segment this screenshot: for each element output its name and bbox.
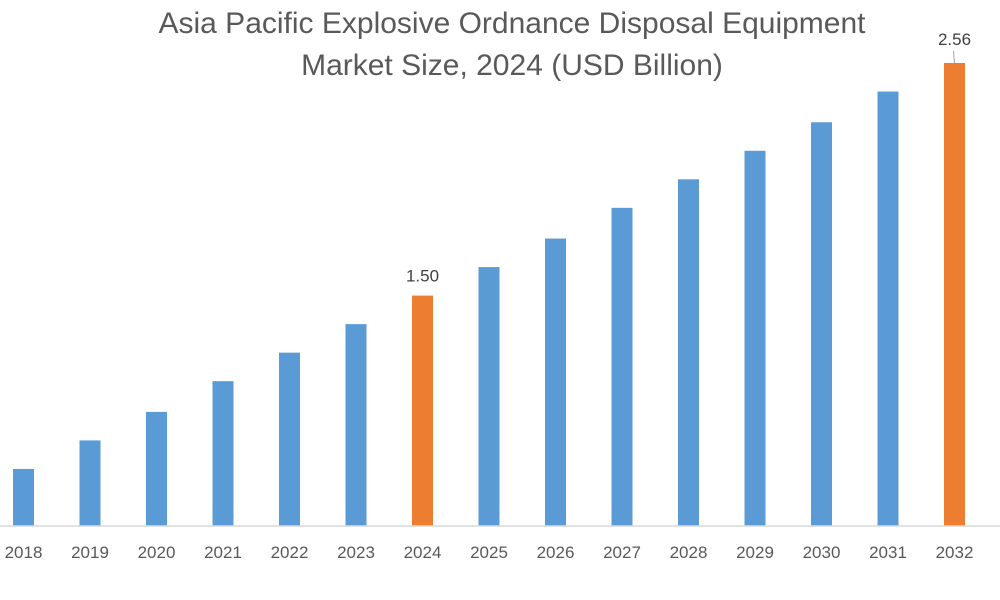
chart-title-line-2: Market Size, 2024 (USD Billion) — [301, 49, 723, 82]
x-tick-label-2025: 2025 — [470, 543, 508, 562]
bar-2032 — [944, 63, 965, 526]
x-tick-label-2019: 2019 — [71, 543, 109, 562]
data-label-2024: 1.50 — [406, 267, 439, 286]
bar-2024 — [412, 295, 433, 526]
bar-2025 — [478, 267, 500, 526]
x-tick-label-2028: 2028 — [670, 543, 708, 562]
bar-2023 — [345, 324, 367, 526]
bar-2022 — [279, 352, 300, 526]
x-tick-label-2032: 2032 — [936, 543, 974, 562]
bar-2029 — [744, 150, 766, 526]
x-tick-label-2027: 2027 — [603, 543, 641, 562]
bar-2018 — [13, 468, 34, 526]
bar-2026 — [545, 238, 566, 526]
bar-2020 — [146, 411, 167, 526]
x-tick-label-2024: 2024 — [404, 543, 442, 562]
bar-2028 — [678, 179, 699, 526]
x-tick-label-2020: 2020 — [138, 543, 176, 562]
x-tick-label-2030: 2030 — [803, 543, 841, 562]
x-tick-label-2022: 2022 — [271, 543, 309, 562]
x-tick-label-2021: 2021 — [204, 543, 242, 562]
x-tick-label-2026: 2026 — [537, 543, 575, 562]
data-label-2032: 2.56 — [938, 30, 971, 49]
leader-line-2032 — [953, 50, 955, 64]
bar-2019 — [79, 440, 101, 526]
x-tick-label-2029: 2029 — [736, 543, 774, 562]
x-tick-label-2023: 2023 — [337, 543, 375, 562]
x-tick-label-2031: 2031 — [869, 543, 907, 562]
chart-title-line-1: Asia Pacific Explosive Ordnance Disposal… — [158, 7, 866, 40]
bar-2027 — [611, 207, 633, 526]
bar-2031 — [877, 91, 899, 527]
bar-2021 — [212, 381, 234, 526]
x-tick-label-2018: 2018 — [5, 543, 43, 562]
bar-2030 — [811, 122, 832, 526]
